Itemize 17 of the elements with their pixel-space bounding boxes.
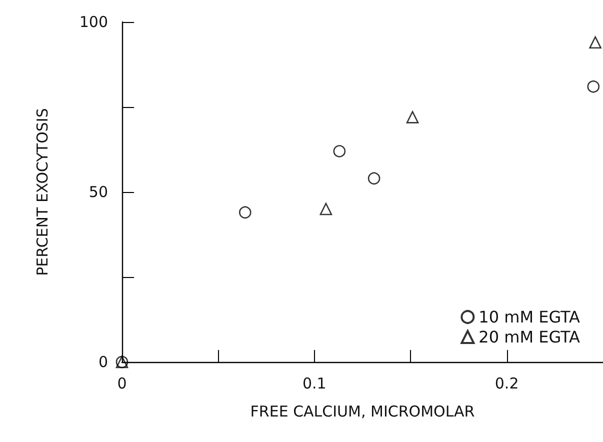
point [333, 145, 346, 158]
point [406, 111, 419, 124]
y-axis-title: PERCENT EXOCYTOSIS [34, 108, 52, 276]
point [589, 36, 602, 49]
legend-label: 10 mM EGTA [478, 308, 580, 326]
point [587, 80, 600, 93]
x-axis-title: FREE CALCIUM, MICROMOLAR [250, 402, 475, 420]
x-tick-label: 0 [117, 374, 127, 392]
x-tick-label: 0.1 [302, 374, 326, 392]
point [238, 206, 252, 219]
point [320, 202, 332, 216]
y-tick-label: 0 [98, 353, 108, 371]
y-tick-label: 100 [79, 13, 108, 31]
y-tick-label: 50 [88, 183, 108, 201]
legend-label: 20 mM EGTA [478, 328, 580, 346]
x-tick-label: 0.2 [494, 374, 519, 392]
point [368, 172, 380, 185]
